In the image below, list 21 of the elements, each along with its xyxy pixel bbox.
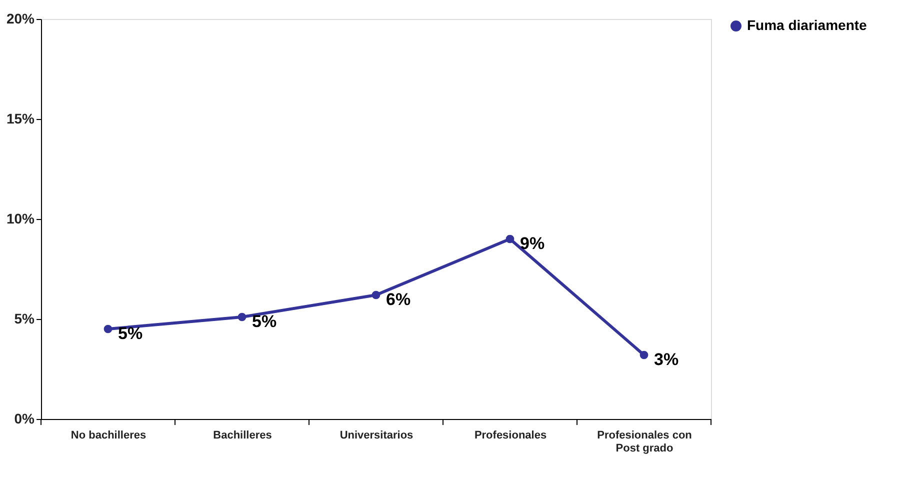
x-tick-label: Profesionales con Post grado [597, 430, 692, 454]
data-label: 9% [520, 234, 545, 253]
x-tick-label: No bachilleres [70, 430, 146, 442]
point [640, 350, 648, 360]
data-label: 5% [118, 324, 143, 343]
y-tick-label: 0% [14, 410, 36, 426]
data-label: 3% [654, 350, 679, 369]
y-tick-label: 15% [6, 110, 36, 126]
point [238, 312, 246, 322]
y-tick-label: 20% [6, 10, 36, 26]
x-tick-label: Bachilleres [213, 430, 272, 442]
data-label: 6% [386, 290, 411, 309]
x-tick-label: Universitarios [340, 430, 414, 442]
x-tick-label: Profesionales [474, 430, 547, 442]
data-label: 5% [252, 312, 277, 331]
point [372, 290, 380, 300]
point [104, 324, 112, 334]
point [506, 234, 514, 244]
legend-label: Fuma diariamente [747, 17, 868, 33]
y-tick-label: 10% [6, 210, 36, 226]
y-tick-label: 5% [14, 310, 36, 326]
